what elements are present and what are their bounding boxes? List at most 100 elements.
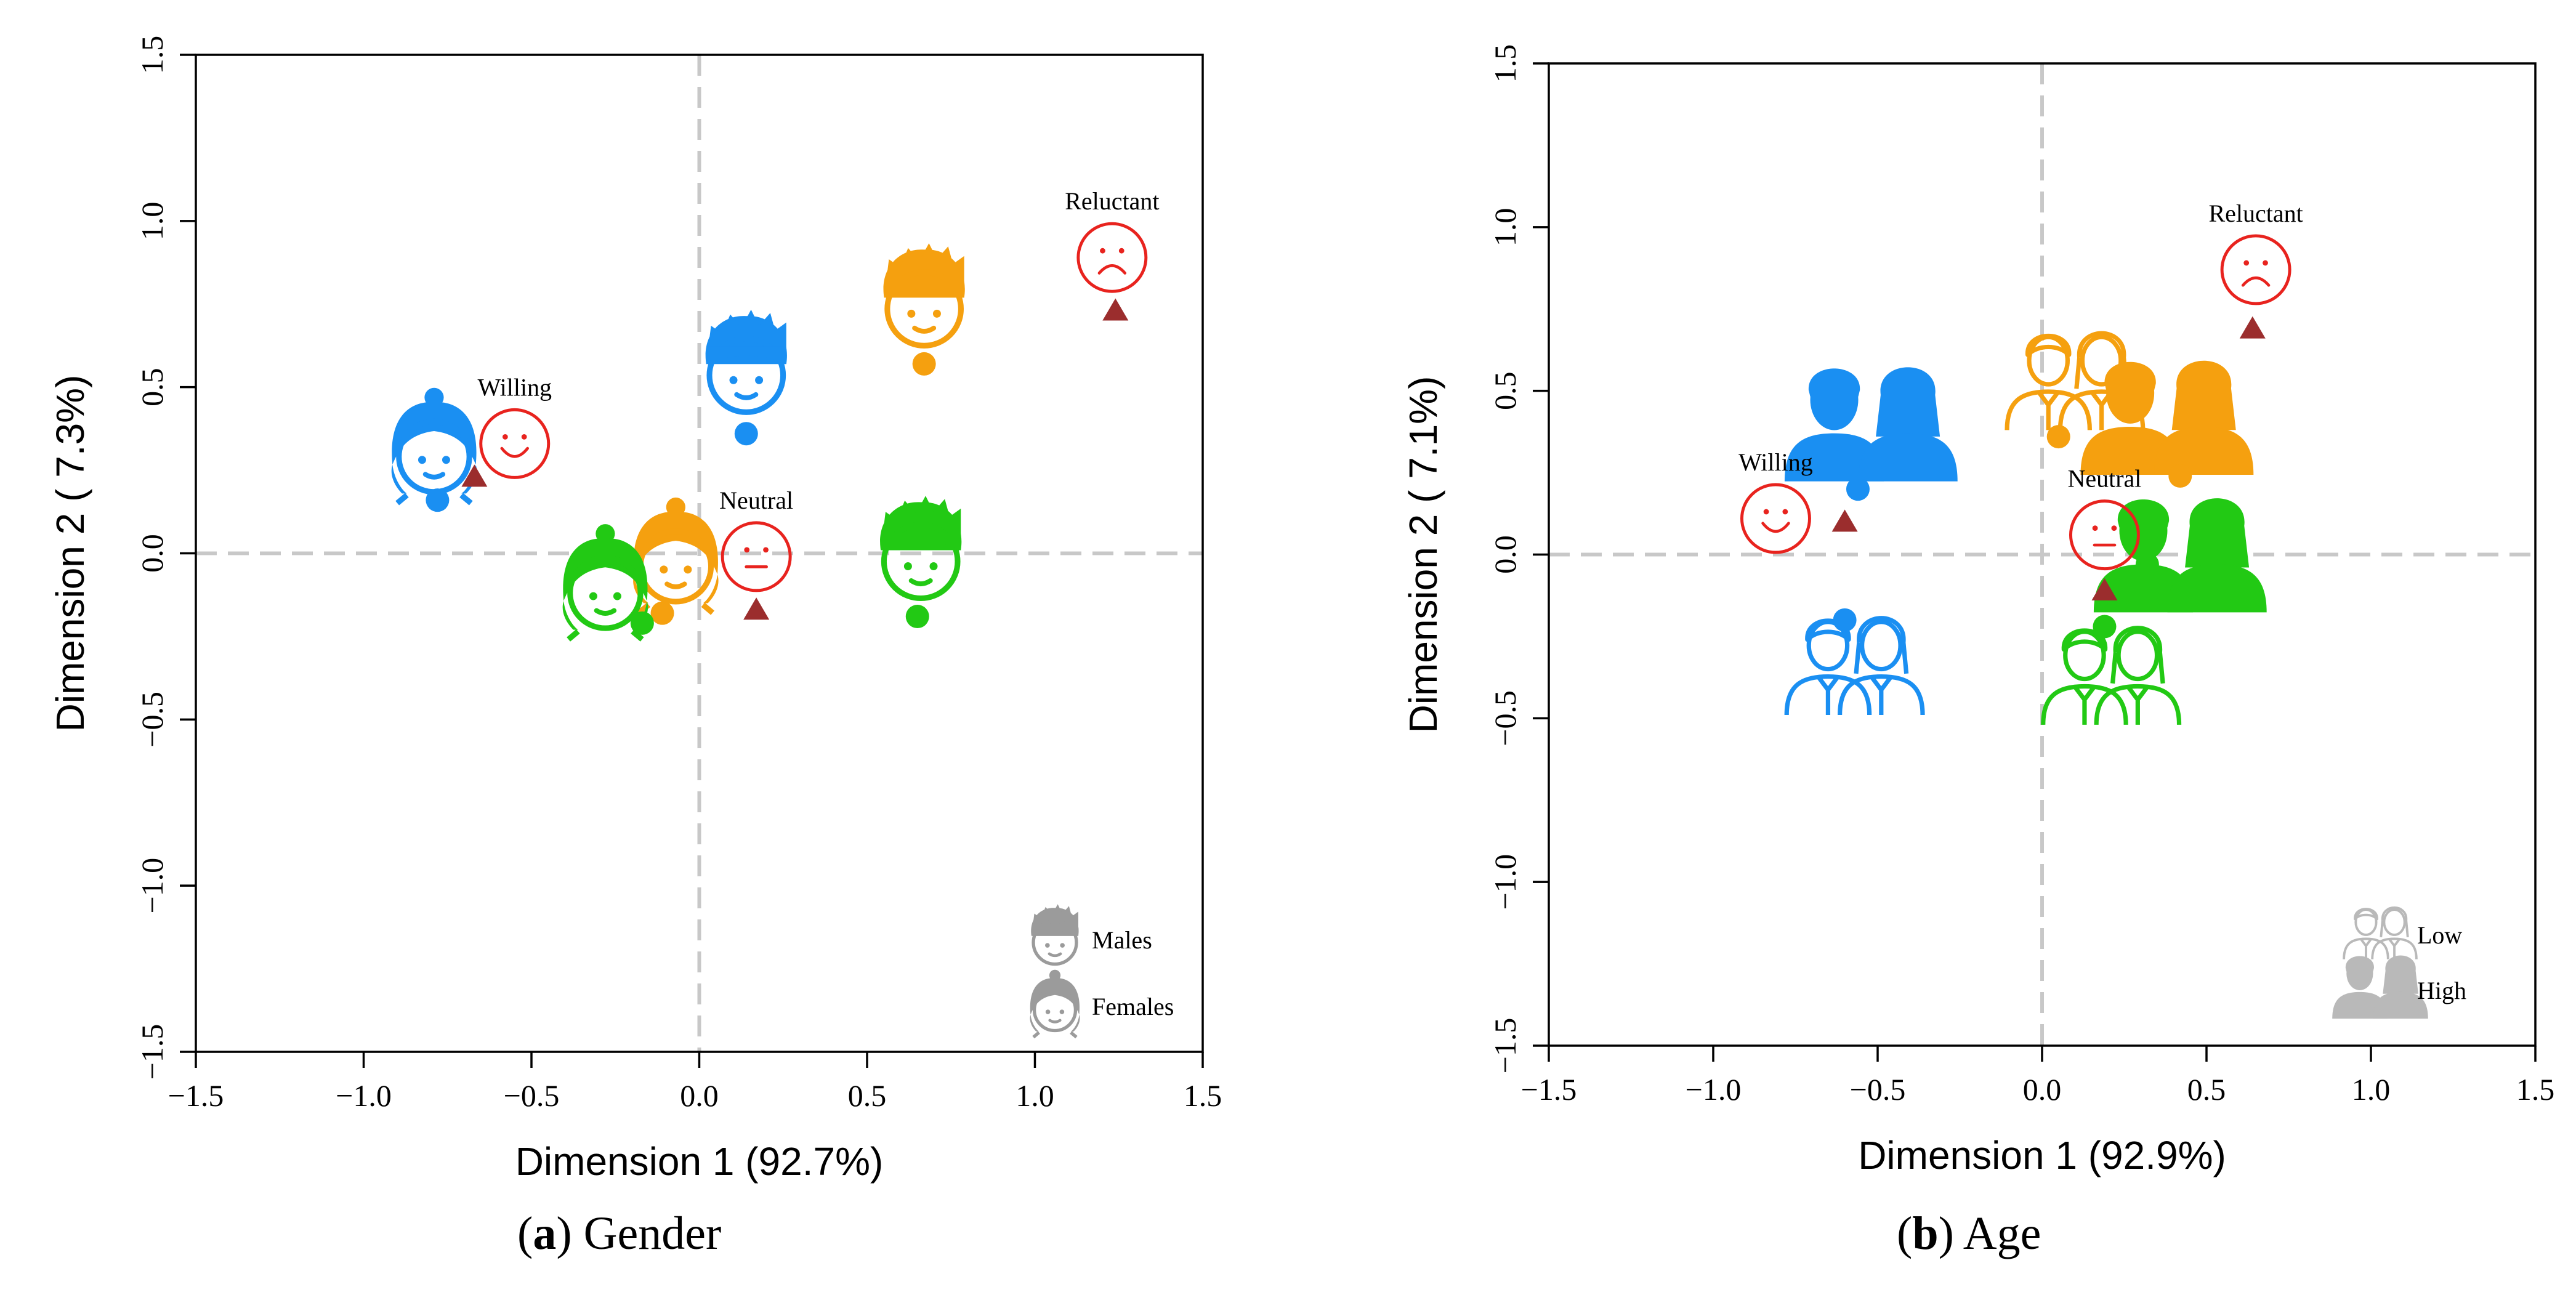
x-tick-label: −0.5: [504, 1078, 560, 1113]
group-point: [650, 601, 674, 625]
group-marker: [562, 524, 654, 642]
outline-pair-icon: [2343, 906, 2418, 959]
legend-label: Males: [1092, 926, 1152, 954]
frown-face-icon: [2220, 234, 2291, 305]
filled-pair-icon: [2093, 498, 2267, 613]
y-tick-label: 1.0: [1488, 208, 1522, 247]
outline-pair-icon: [1784, 616, 1925, 716]
frown-face-icon: [1076, 222, 1148, 293]
legend-label: Females: [1092, 993, 1174, 1020]
y-tick-label: −0.5: [135, 692, 169, 748]
attitude-point: [743, 597, 770, 620]
smile-face-icon: [479, 408, 551, 479]
y-axis-label: Dimension 2 ( 7.3%): [48, 375, 92, 732]
legend: Low High: [2332, 906, 2466, 1019]
filled-pair-icon: [1784, 367, 1958, 482]
group-point: [630, 611, 654, 635]
attitude-reluctant: Reluctant: [1065, 187, 1159, 321]
y-tick-label: −1.5: [135, 1024, 169, 1080]
smile-face-icon: [1740, 483, 1811, 554]
x-tick-label: −0.5: [1850, 1072, 1906, 1107]
legend-label: Low: [2417, 921, 2462, 949]
attitude-willing: Willing: [461, 373, 552, 487]
attitude-label: Willing: [477, 373, 552, 401]
y-tick-label: 0.0: [135, 534, 169, 573]
female-head-icon: [1030, 969, 1080, 1039]
group-marker: [2080, 360, 2254, 488]
attitude-label: Reluctant: [1065, 187, 1159, 215]
x-tick-label: 1.0: [2352, 1072, 2391, 1107]
panel-b: −1.5 −1.0 −0.5 0.0 0.5 1.0 1.5 −1.5 −1.0 −0.5 0.0 0…: [1401, 44, 2554, 1177]
group-marker: [391, 387, 477, 512]
attitude-label: Willing: [1738, 448, 1813, 476]
legend-label: High: [2417, 977, 2466, 1004]
legend: Males Females: [1030, 904, 1174, 1039]
filled-pair-icon: [2332, 955, 2428, 1019]
x-tick-label: −1.0: [1686, 1072, 1742, 1107]
neutral-face-icon: [2069, 499, 2140, 571]
group-marker: [633, 497, 719, 625]
y-tick-label: 0.5: [135, 368, 169, 406]
group-point: [734, 422, 758, 446]
group-point: [905, 605, 929, 629]
attitude-label: Neutral: [719, 487, 793, 514]
x-axis: −1.5 −1.0 −0.5 0.0 0.5 1.0 1.5: [168, 1052, 1222, 1113]
attitude-neutral: Neutral: [2067, 465, 2141, 600]
attitude-neutral: Neutral: [719, 487, 793, 620]
y-tick-label: −1.0: [1488, 854, 1522, 910]
y-tick-label: 1.5: [135, 36, 169, 75]
attitude-willing: Willing: [1738, 448, 1858, 554]
group-marker: [883, 243, 965, 376]
x-axis-label: Dimension 1 (92.7%): [515, 1139, 884, 1184]
group-marker: [2041, 615, 2182, 725]
x-tick-label: 1.0: [1015, 1078, 1054, 1113]
attitude-reluctant: Reluctant: [2208, 200, 2303, 339]
y-tick-label: 0.0: [1488, 535, 1522, 574]
group-marker: [1784, 608, 1925, 716]
group-point: [1833, 608, 1857, 632]
filled-pair-icon: [2080, 360, 2254, 475]
outline-pair-icon: [2005, 331, 2146, 430]
group-marker: [2093, 498, 2267, 613]
male-head-icon: [1031, 904, 1079, 966]
x-tick-label: −1.5: [1521, 1072, 1577, 1107]
group-marker: [1784, 367, 1958, 501]
y-axis: −1.5 −1.0 −0.5 0.0 0.5 1.0 1.5: [135, 36, 196, 1080]
x-tick-label: 1.5: [1184, 1078, 1222, 1113]
group-point: [2135, 552, 2159, 576]
attitude-point: [461, 464, 488, 487]
group-marker: [880, 496, 962, 629]
x-axis-label: Dimension 1 (92.9%): [1858, 1133, 2226, 1177]
x-tick-label: 0.0: [680, 1078, 719, 1113]
y-axis: −1.5 −1.0 −0.5 0.0 0.5 1.0 1.5: [1488, 44, 1549, 1073]
group-marker: [705, 309, 787, 446]
x-axis: −1.5 −1.0 −0.5 0.0 0.5 1.0 1.5: [1521, 1046, 2554, 1107]
y-tick-label: 1.0: [135, 202, 169, 241]
female-head-icon: [562, 524, 648, 642]
attitude-point: [2091, 578, 2118, 600]
y-tick-label: −0.5: [1488, 690, 1522, 746]
y-tick-label: 0.5: [1488, 371, 1522, 410]
x-tick-label: 0.5: [2187, 1072, 2226, 1107]
group-point: [912, 352, 936, 376]
group-point: [2093, 615, 2117, 639]
y-tick-label: 1.5: [1488, 44, 1522, 83]
group-point: [2168, 464, 2192, 488]
caption-a: (a) Gender: [517, 1208, 722, 1259]
x-tick-label: −1.0: [336, 1078, 392, 1113]
x-tick-label: −1.5: [168, 1078, 224, 1113]
male-head-icon: [883, 243, 965, 349]
neutral-face-icon: [721, 521, 792, 592]
group-point: [426, 488, 450, 512]
attitude-point: [1102, 298, 1129, 321]
y-axis-label: Dimension 2 ( 7.1%): [1401, 376, 1445, 733]
panel-a: −1.5 −1.0 −0.5 0.0 0.5 1.0 1.5 −1.5 −1.0 −0.5 0.0 0…: [48, 36, 1222, 1184]
male-head-icon: [705, 309, 787, 415]
x-tick-label: 0.5: [848, 1078, 887, 1113]
outline-pair-icon: [2041, 626, 2182, 725]
attitude-point: [1831, 509, 1858, 532]
attitude-label: Neutral: [2067, 465, 2141, 493]
attitude-point: [2239, 316, 2266, 339]
group-marker: [2005, 331, 2146, 449]
x-tick-label: 0.0: [2023, 1072, 2062, 1107]
